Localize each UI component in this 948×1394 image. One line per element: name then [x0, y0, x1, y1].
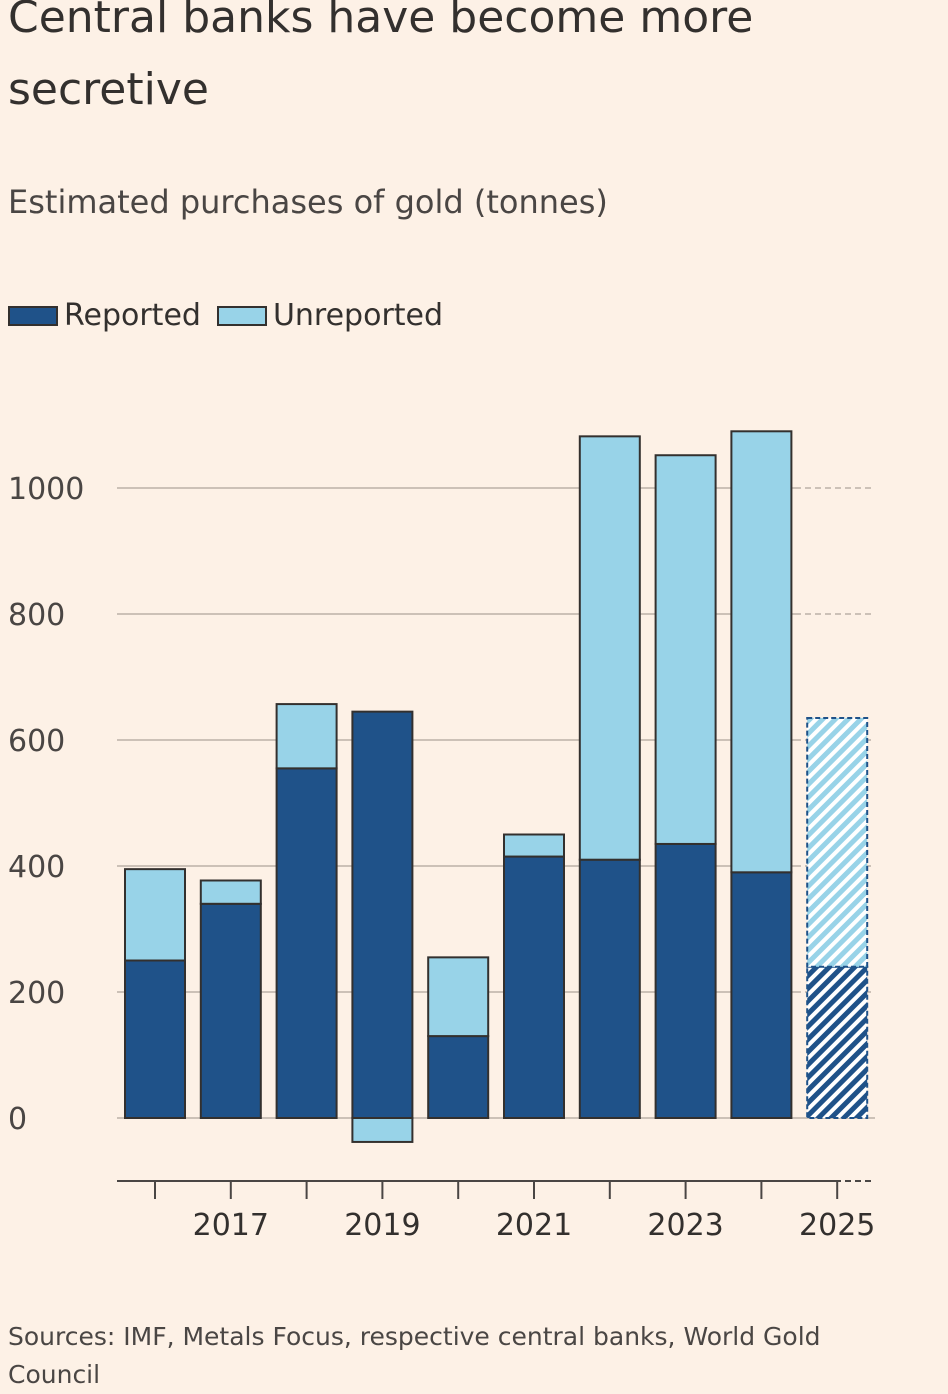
bar-unreported-2023	[654, 454, 717, 845]
x-tick-label: 2019	[344, 1208, 420, 1243]
x-tick-label: 2023	[647, 1208, 723, 1243]
bars	[124, 430, 869, 1143]
bar-unreported-2021	[503, 833, 565, 858]
bar-unreported-2016	[124, 868, 186, 962]
stacked-bar-chart: 0 200 400 600 800 1000 2017 2019 2021 2023 2025	[8, 430, 875, 1243]
y-tick-label: 0	[8, 1102, 27, 1137]
bar-unreported-2020	[427, 956, 490, 1038]
y-tick-label: 400	[8, 850, 65, 885]
bar-unreported-2018	[275, 703, 338, 770]
bar-unreported-2019	[351, 1117, 414, 1143]
legend-label-reported: Reported	[64, 298, 201, 333]
legend-item-reported: Reported	[8, 298, 201, 333]
bar-unreported-2022	[578, 435, 641, 861]
bar-reported-2019	[351, 710, 414, 1119]
bar-reported-2025	[806, 965, 869, 1119]
legend-swatch-reported	[8, 305, 58, 326]
bar-reported-2023	[654, 842, 717, 1119]
legend-label-unreported: Unreported	[272, 298, 444, 333]
legend-item-unreported: Unreported	[216, 298, 444, 333]
legend: Reported Unreported	[8, 298, 459, 333]
bar-unreported-2025	[806, 716, 869, 968]
chart-subtitle: Estimated purchases of gold (tonnes)	[8, 183, 608, 221]
bar-reported-2018	[275, 767, 338, 1119]
y-tick-label: 800	[8, 598, 65, 633]
y-tick-label: 600	[8, 724, 65, 759]
legend-swatch-unreported	[216, 305, 267, 326]
bar-reported-2021	[503, 855, 565, 1119]
bar-reported-2017	[199, 902, 262, 1119]
x-tick-label: 2017	[193, 1208, 269, 1243]
x-tick-label: 2021	[496, 1208, 572, 1243]
axes: 2017 2019 2021 2023 2025	[117, 1180, 875, 1243]
x-tick-label: 2025	[799, 1208, 875, 1243]
bar-reported-2022	[578, 858, 641, 1119]
bar-unreported-2017	[199, 879, 262, 905]
y-tick-label: 200	[8, 976, 65, 1011]
chart-title: Central banks have become more secretive	[8, 0, 754, 115]
bar-reported-2024	[730, 871, 793, 1119]
source-note: Sources: IMF, Metals Focus, respective c…	[8, 1322, 821, 1389]
y-tick-label: 1000	[8, 472, 84, 507]
bar-reported-2016	[124, 959, 186, 1119]
bar-reported-2020	[427, 1035, 490, 1119]
bar-unreported-2024	[730, 430, 793, 874]
